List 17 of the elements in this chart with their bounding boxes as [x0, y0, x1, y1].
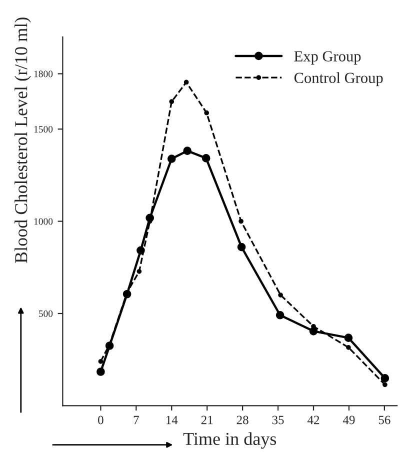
legend-label: Control Group: [294, 72, 383, 86]
x-tick-label: 42: [307, 416, 320, 424]
y-axis-title: Blood Cholesterol Level (r/10 ml): [14, 18, 31, 263]
legend-label: Exp Group: [294, 51, 361, 65]
y-tick-label: 1000: [34, 218, 53, 225]
x-tick-label: 56: [378, 416, 390, 424]
x-tick-label: 35: [272, 416, 284, 424]
x-tick-label: 14: [166, 416, 178, 424]
y-tick-label: 1500: [34, 126, 53, 133]
x-tick-label: 49: [342, 416, 355, 424]
x-tick-label: 28: [236, 416, 248, 424]
x-tick-label: 0: [98, 416, 104, 424]
x-tick-label: 21: [201, 416, 213, 424]
y-tick-label: 1800: [34, 70, 53, 78]
x-tick-label: 7: [134, 416, 139, 424]
x-axis-title: Time in days: [183, 432, 276, 449]
y-tick-label: 500: [38, 310, 53, 317]
